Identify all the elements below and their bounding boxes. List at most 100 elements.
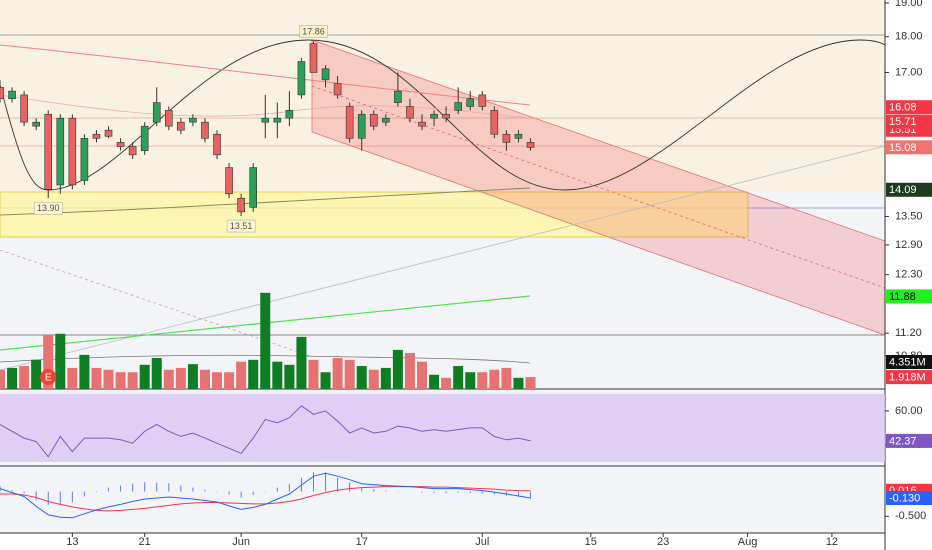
trend-line [0, 249, 311, 357]
y-tick-label: 60.00 [895, 405, 923, 417]
moving-average [0, 187, 531, 216]
trend-line [0, 145, 886, 371]
x-tick-label: 17 [356, 536, 368, 548]
x-tick-label: 23 [657, 536, 669, 548]
candle-body [333, 83, 342, 96]
volume-bar [91, 367, 102, 389]
volume-bar [513, 377, 524, 389]
price-annotation: 17.86 [302, 26, 325, 36]
candle-body [104, 129, 113, 137]
price-badge-background [886, 114, 932, 129]
x-tick-label: Jul [475, 536, 489, 548]
volume-bar [55, 333, 66, 389]
volume-bar [296, 336, 307, 389]
price-annotation: 13.90 [37, 203, 60, 213]
volume-bar [7, 367, 18, 389]
candle-body [68, 117, 77, 186]
volume-bar [248, 359, 259, 389]
volume-badge-background [886, 355, 932, 370]
price-annotation-box [299, 25, 328, 38]
volume-bar [429, 374, 440, 389]
volume-bar [525, 377, 536, 389]
macd-badge-background [886, 491, 932, 506]
x-tick-label: Aug [738, 536, 758, 548]
x-tick-label: 13 [66, 536, 78, 548]
candle-body [442, 113, 450, 119]
volume-bar [308, 359, 319, 389]
candle-body [128, 146, 137, 156]
volume-bar [175, 367, 186, 389]
candle-body [140, 125, 149, 151]
volume-bar [31, 359, 42, 389]
candle-body [0, 87, 4, 100]
candle-body [56, 117, 65, 186]
price-badge: 16.08 [889, 102, 917, 114]
candle-body [273, 117, 282, 123]
price-annotation-box [33, 201, 63, 215]
price-badge-background [886, 140, 932, 155]
price-axis-background [885, 0, 932, 550]
volume-bar [272, 361, 283, 389]
price-annotation-box [226, 219, 256, 233]
candle-body [201, 121, 209, 139]
candle-body [454, 102, 462, 111]
candle-body [418, 121, 426, 127]
volume-badge: 4.351M [889, 356, 926, 368]
channel-midline [311, 85, 886, 289]
y-tick-label: 13.50 [895, 210, 923, 222]
candle-body [357, 113, 366, 139]
candle-body [177, 121, 185, 131]
y-tick-label: 17.00 [895, 66, 923, 78]
price-badge-background [886, 182, 932, 197]
volume-bar [332, 357, 343, 389]
volume-bar [103, 369, 114, 389]
candle-body [514, 133, 523, 139]
price-badge-background [886, 289, 932, 304]
volume-bar [501, 367, 512, 389]
candle-body [466, 98, 475, 107]
time-axis-background [0, 533, 885, 550]
y-tick-label: -0.500 [895, 510, 926, 522]
candle-body [406, 106, 414, 119]
price-badge: 14.09 [889, 184, 917, 196]
volume-bar [441, 377, 452, 389]
candle-body [249, 167, 258, 208]
volume-bar [344, 359, 355, 389]
candle-body [92, 133, 101, 139]
price-badge-background [886, 100, 932, 115]
volume-bar [19, 366, 30, 389]
x-tick-label: 15 [585, 536, 597, 548]
volume-bar [380, 367, 391, 389]
y-tick-label: 12.30 [895, 269, 923, 281]
candle-body [213, 133, 221, 156]
price-badge: 11.88 [889, 291, 916, 303]
y-tick-label: 18.00 [895, 31, 923, 43]
volume-bar [224, 372, 235, 389]
candle-body [502, 133, 511, 143]
candle-body [152, 102, 161, 123]
volume-bar [260, 292, 271, 389]
volume-bar [368, 369, 379, 389]
rsi-badge: 42.37 [889, 435, 917, 447]
volume-bar [284, 364, 295, 389]
volume-bar [67, 367, 78, 389]
candle-body [297, 61, 306, 96]
volume-bar [115, 372, 126, 389]
candle-body [44, 113, 53, 190]
volume-bar [477, 372, 488, 389]
candle-body [237, 197, 245, 213]
candle-body [369, 113, 378, 127]
volume-bar [151, 357, 162, 389]
rsi-band [0, 393, 885, 462]
volume-bar [127, 372, 138, 389]
candle-body [189, 117, 197, 123]
y-tick-label: 19.00 [895, 0, 923, 9]
earnings-label: E [45, 373, 52, 384]
y-tick-label: 12.90 [895, 239, 923, 251]
volume-badge-background [886, 370, 932, 385]
candle-body [285, 110, 294, 119]
volume-bar [79, 354, 90, 389]
x-tick-label: 12 [826, 536, 838, 548]
